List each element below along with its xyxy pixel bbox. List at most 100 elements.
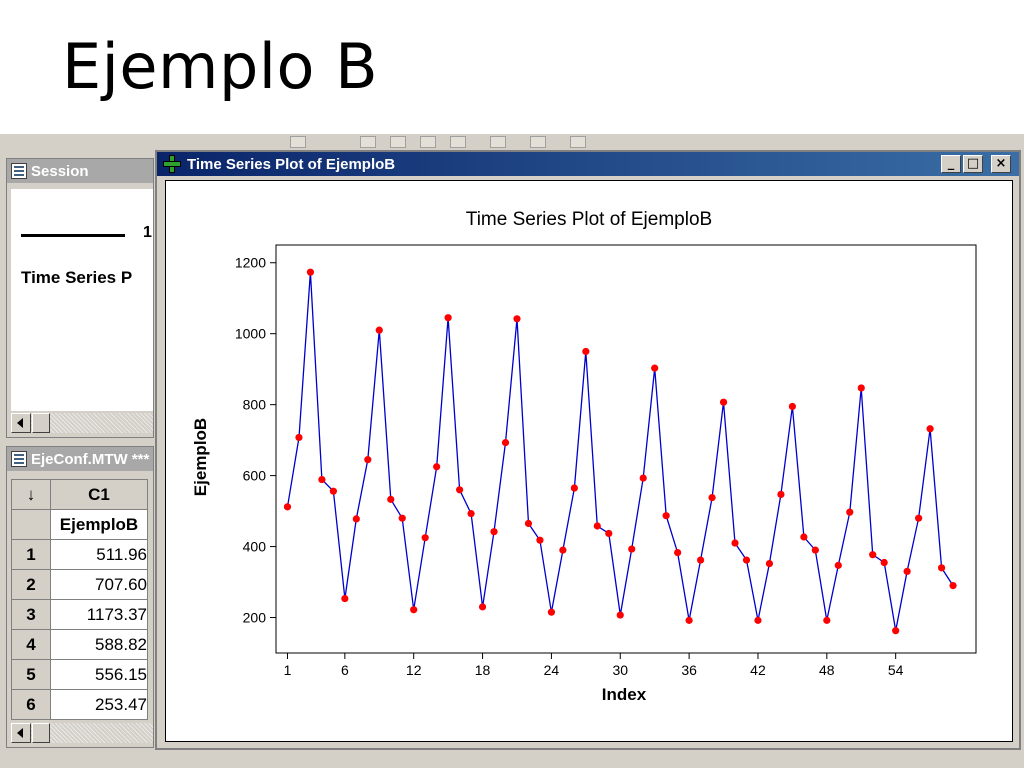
- data-point: [444, 314, 452, 322]
- data-point: [628, 545, 636, 553]
- toolbar-button[interactable]: [530, 136, 546, 148]
- data-point: [387, 495, 395, 503]
- data-point: [513, 315, 521, 323]
- data-point: [547, 608, 556, 616]
- toolbar-button[interactable]: [450, 136, 466, 148]
- data-point: [433, 463, 441, 471]
- table-row: 2 707.60: [11, 569, 148, 600]
- session-titlebar[interactable]: Session: [7, 159, 153, 183]
- data-point: [937, 564, 946, 572]
- data-cell[interactable]: 1173.37: [50, 599, 148, 630]
- data-point: [754, 616, 762, 624]
- data-cell[interactable]: 707.60: [50, 569, 148, 600]
- table-row: 6 253.47: [11, 689, 148, 720]
- row-index[interactable]: 6: [11, 689, 51, 720]
- row-index[interactable]: 2: [11, 569, 51, 600]
- data-point: [375, 326, 383, 334]
- x-axis-label: Index: [602, 685, 647, 704]
- toolbar-button[interactable]: [490, 136, 506, 148]
- plot-window[interactable]: Time Series Plot of EjemploB _ □ × Time …: [155, 150, 1021, 750]
- worksheet-window[interactable]: EjeConf.MTW *** ↓ C1 EjemploB 1 511.96 2…: [6, 446, 154, 748]
- x-tick-label: 24: [544, 662, 560, 678]
- scroll-thumb[interactable]: [32, 413, 50, 433]
- data-point: [742, 556, 751, 564]
- data-point: [364, 456, 372, 464]
- data-point: [949, 581, 957, 590]
- scroll-left-arrow-icon[interactable]: [11, 723, 31, 743]
- y-tick-label: 1200: [235, 255, 266, 271]
- data-cell[interactable]: 253.47: [50, 689, 148, 720]
- time-series-chart: Time Series Plot of EjemploB Index Ejemp…: [191, 209, 977, 704]
- data-point: [478, 603, 487, 611]
- session-output[interactable]: 1 Time Series P: [11, 189, 153, 411]
- x-tick-label: 30: [612, 662, 628, 678]
- data-point: [880, 558, 888, 567]
- data-cell[interactable]: 556.15: [50, 659, 148, 690]
- toolbar-button[interactable]: [290, 136, 306, 148]
- data-cell[interactable]: 588.82: [50, 629, 148, 660]
- worksheet-titlebar[interactable]: EjeConf.MTW ***: [7, 447, 153, 471]
- column-id-header[interactable]: C1: [50, 479, 148, 510]
- data-point: [696, 556, 705, 564]
- row-index[interactable]: 4: [11, 629, 51, 660]
- corner-arrow-icon[interactable]: ↓: [11, 479, 51, 510]
- data-point: [501, 439, 510, 447]
- data-point: [490, 528, 498, 536]
- table-row: 5 556.15: [11, 659, 148, 690]
- worksheet-grid: ↓ C1 EjemploB 1 511.96 2 707.60 3 1173.3…: [11, 479, 148, 720]
- scroll-left-arrow-icon[interactable]: [11, 413, 31, 433]
- toolbar-button[interactable]: [570, 136, 586, 148]
- data-point: [857, 384, 865, 392]
- toolbar-button[interactable]: [420, 136, 436, 148]
- data-point: [329, 487, 337, 495]
- column-name-cell[interactable]: EjemploB: [50, 509, 148, 540]
- minitab-app: Session 1 Time Series P EjeConf.MTW *** …: [0, 134, 1024, 768]
- data-point: [903, 567, 911, 575]
- row-index[interactable]: 5: [11, 659, 51, 690]
- data-point: [524, 519, 533, 528]
- y-tick-label: 600: [243, 468, 267, 484]
- y-axis-label: EjemploB: [191, 418, 210, 496]
- data-point: [605, 529, 613, 538]
- data-point: [731, 539, 739, 547]
- data-point: [651, 364, 659, 372]
- toolbar-button[interactable]: [360, 136, 376, 148]
- data-point: [823, 616, 831, 624]
- scroll-thumb[interactable]: [32, 723, 50, 743]
- close-button[interactable]: ×: [991, 155, 1011, 173]
- row-index[interactable]: 3: [11, 599, 51, 630]
- data-cell[interactable]: 511.96: [50, 539, 148, 570]
- toolbar-button[interactable]: [390, 136, 406, 148]
- plot-titlebar[interactable]: Time Series Plot of EjemploB _ □ ×: [157, 152, 1019, 176]
- data-point: [421, 534, 429, 542]
- y-tick-label: 800: [243, 397, 267, 413]
- data-point: [352, 515, 360, 523]
- row-index[interactable]: 1: [11, 539, 51, 570]
- data-point: [869, 551, 877, 559]
- table-row: 1 511.96: [11, 539, 148, 570]
- x-tick-label: 18: [475, 662, 491, 678]
- x-tick-label: 12: [406, 662, 422, 678]
- data-point: [685, 616, 693, 624]
- x-tick-label: 54: [888, 662, 904, 678]
- data-point: [892, 627, 900, 635]
- data-point: [719, 398, 728, 406]
- session-window[interactable]: Session 1 Time Series P: [6, 158, 154, 438]
- data-point: [295, 433, 303, 442]
- table-row: 4 588.82: [11, 629, 148, 660]
- x-tick-label: 36: [681, 662, 697, 678]
- graph-area[interactable]: Time Series Plot of EjemploB Index Ejemp…: [165, 180, 1013, 742]
- slide-title: Ejemplo B: [62, 30, 379, 103]
- data-point: [915, 514, 923, 522]
- minimize-button[interactable]: _: [941, 155, 961, 173]
- plot-frame: [275, 244, 977, 654]
- worksheet-window-icon: [11, 451, 27, 467]
- chart-title: Time Series Plot of EjemploB: [466, 209, 712, 230]
- maximize-button[interactable]: □: [963, 155, 983, 173]
- data-point: [674, 548, 682, 557]
- table-row: 3 1173.37: [11, 599, 148, 630]
- data-point: [834, 561, 842, 569]
- session-line-number: 1: [143, 224, 152, 241]
- session-window-icon: [11, 163, 27, 179]
- x-tick-label: 48: [819, 662, 835, 678]
